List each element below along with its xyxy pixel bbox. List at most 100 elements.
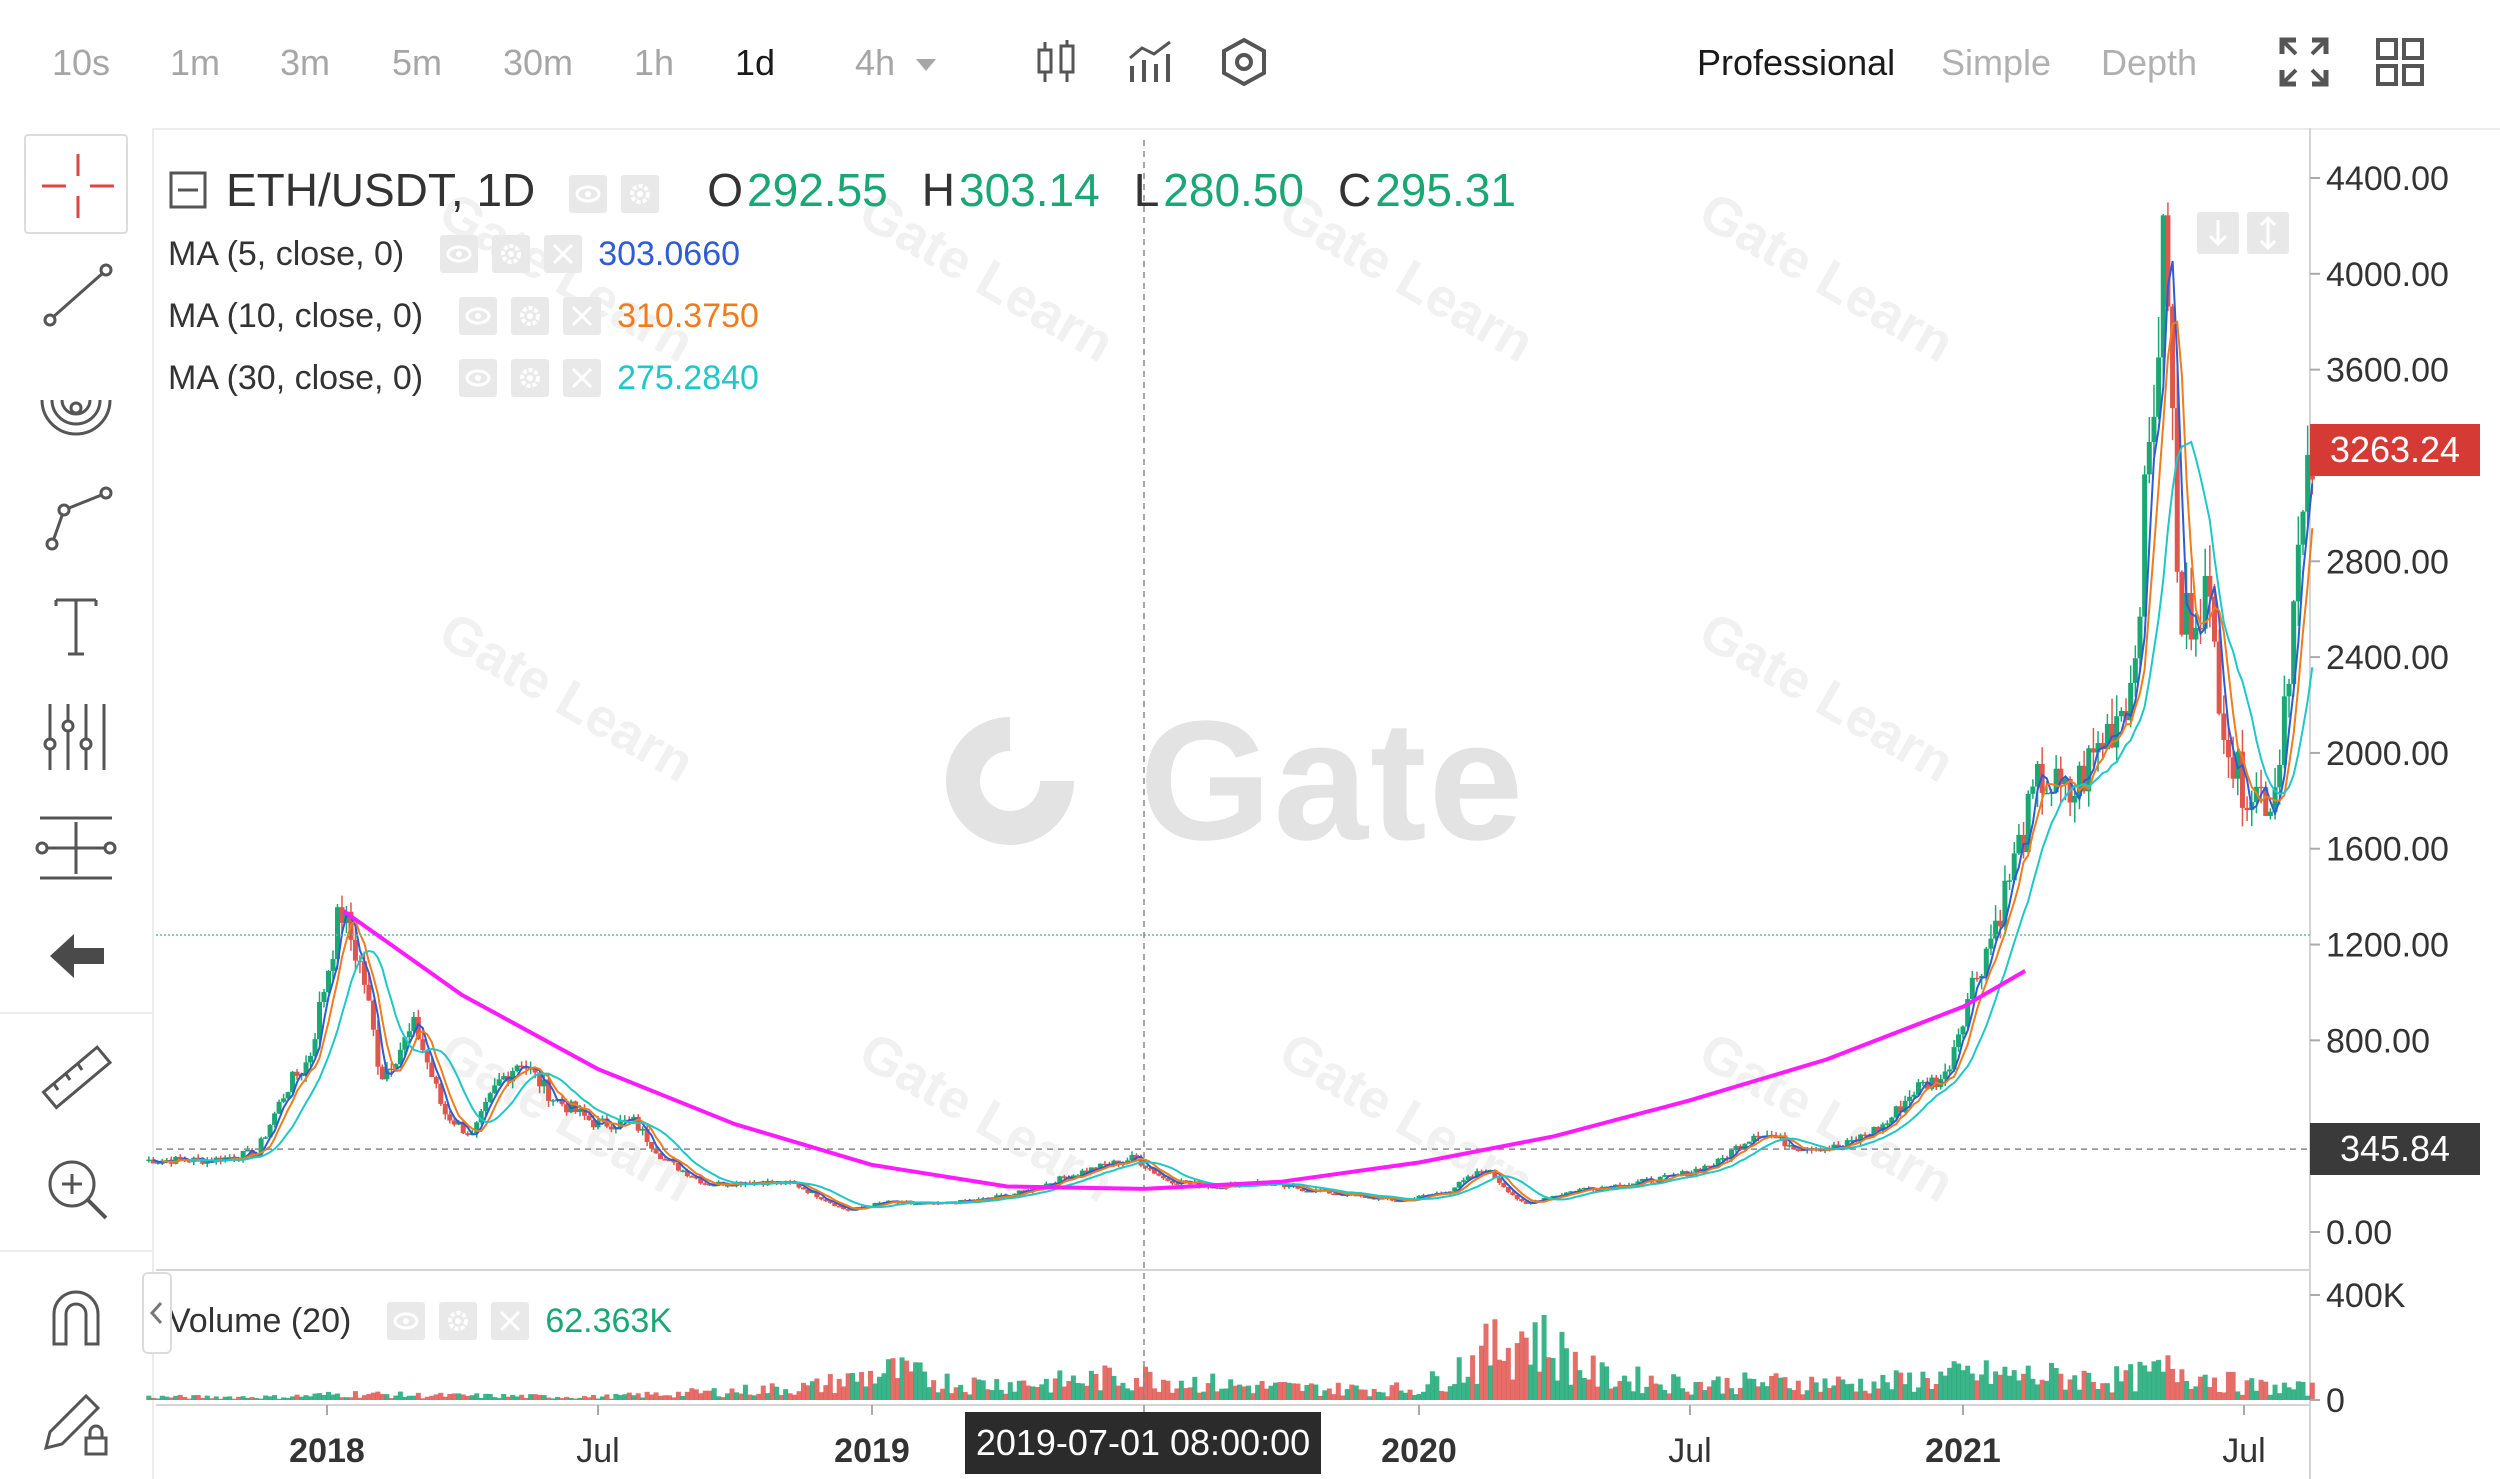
volume-bar — [281, 1397, 287, 1400]
volume-bar — [227, 1396, 233, 1400]
back-tool[interactable] — [24, 906, 128, 1006]
visibility-toggle[interactable] — [459, 297, 498, 335]
volume-bar — [1133, 1377, 1139, 1400]
volume-bar — [303, 1395, 309, 1400]
volume-bar — [465, 1395, 471, 1400]
settings-button[interactable] — [492, 235, 531, 273]
settings-button[interactable] — [439, 1302, 478, 1340]
volume-bar — [406, 1395, 412, 1400]
y-tick-label: 2400.00 — [2326, 639, 2449, 677]
mode-simple[interactable]: Simple — [1941, 42, 2052, 83]
volume-bar — [1403, 1392, 1409, 1400]
magnet-tool[interactable] — [24, 1268, 128, 1368]
volume-bar — [555, 1396, 561, 1400]
visibility-toggle[interactable] — [440, 235, 479, 273]
candle-body — [1997, 920, 2003, 927]
volume-bar — [2156, 1359, 2162, 1400]
trend-line-icon — [43, 263, 113, 327]
volume-bar — [451, 1393, 457, 1400]
settings-button[interactable] — [511, 297, 550, 335]
visibility-toggle[interactable] — [569, 174, 608, 213]
volume-bar — [1969, 1373, 1975, 1400]
crosshair-tool[interactable] — [24, 134, 128, 234]
indicator-icon[interactable] — [1124, 36, 1176, 88]
volume-bar — [1997, 1374, 2003, 1400]
visibility-toggle[interactable] — [387, 1302, 426, 1340]
volume-bar — [150, 1397, 156, 1400]
settings-hexagon-icon[interactable] — [1218, 36, 1270, 88]
volume-bar — [949, 1393, 955, 1400]
volume-bar — [1111, 1375, 1117, 1400]
trend-line-tool[interactable] — [24, 246, 128, 346]
timeframe-30m[interactable]: 30m — [503, 42, 574, 83]
candle-body — [2198, 627, 2204, 630]
volume-collapse-handle[interactable] — [142, 1272, 172, 1354]
volume-bar — [890, 1358, 896, 1400]
volume-bar — [1951, 1361, 1957, 1400]
remove-button[interactable] — [491, 1302, 530, 1340]
candle-body — [1048, 1183, 1054, 1185]
timeframe-10s[interactable]: 10s — [52, 42, 111, 83]
candle-body — [2011, 853, 2017, 881]
timeframe-1h[interactable]: 1h — [634, 42, 675, 83]
timeframe-5m[interactable]: 5m — [392, 42, 443, 83]
timeframe-4h-dropdown[interactable]: 4h — [855, 42, 939, 84]
candle-body — [1871, 1126, 1877, 1136]
text-tool[interactable] — [24, 576, 128, 676]
layout-grid-icon[interactable] — [2374, 36, 2426, 88]
candle-body — [451, 1120, 457, 1125]
volume-bar — [1666, 1393, 1672, 1400]
timeframe-1d[interactable]: 1d — [735, 42, 776, 83]
candle-body — [2002, 880, 2008, 927]
volume-bar — [872, 1383, 878, 1400]
remove-button[interactable] — [563, 297, 602, 335]
collapse-icon[interactable] — [168, 170, 208, 210]
timeframe-3m[interactable]: 3m — [280, 42, 331, 83]
ruler-tool[interactable] — [24, 1028, 128, 1128]
pitchfork-tool[interactable] — [24, 686, 128, 786]
polyline-icon — [45, 486, 113, 551]
volume-bar — [1871, 1381, 1877, 1400]
volume-bar — [841, 1386, 847, 1400]
volume-bar — [541, 1395, 547, 1400]
remove-button[interactable] — [544, 235, 583, 273]
volume-bar — [1737, 1387, 1743, 1400]
mode-depth[interactable]: Depth — [2101, 42, 2198, 83]
volume-bar — [863, 1386, 869, 1400]
zoom-in-tool[interactable] — [24, 1138, 128, 1238]
fit-height-button[interactable] — [2247, 212, 2289, 254]
open-value: 292.55 — [747, 164, 888, 216]
scroll-down-button[interactable] — [2197, 212, 2239, 254]
candle-body — [1461, 1180, 1467, 1182]
candle-body — [1281, 1183, 1287, 1188]
candle-body — [200, 1158, 206, 1164]
candle-body — [2170, 306, 2176, 409]
candle-body — [519, 1065, 525, 1068]
volume-bar — [886, 1359, 892, 1400]
volume-bar — [1124, 1388, 1130, 1400]
candle-body — [877, 1202, 883, 1205]
volume-bar — [707, 1390, 713, 1400]
fullscreen-icon[interactable] — [2278, 36, 2330, 88]
remove-button[interactable] — [563, 359, 602, 397]
volume-bar — [263, 1395, 269, 1400]
candle-body — [2165, 215, 2171, 307]
visibility-toggle[interactable] — [459, 359, 498, 397]
candle-body — [195, 1157, 201, 1160]
polyline-tool[interactable] — [24, 466, 128, 566]
settings-button[interactable] — [511, 359, 550, 397]
y-tick-label: 800.00 — [2326, 1022, 2430, 1060]
volume-bar — [1568, 1384, 1574, 1400]
candle-body — [2300, 511, 2306, 545]
lock-drawings-tool[interactable] — [24, 1374, 128, 1474]
volume-bar — [2090, 1381, 2096, 1400]
timeframe-1m[interactable]: 1m — [170, 42, 221, 83]
mode-professional[interactable]: Professional — [1697, 42, 1896, 83]
candlestick-icon[interactable] — [1030, 36, 1082, 88]
fib-fan-tool[interactable] — [24, 356, 128, 456]
candle-body — [2146, 442, 2152, 475]
settings-button[interactable] — [621, 174, 660, 213]
candle-body — [1849, 1140, 1855, 1142]
measure-tool[interactable] — [24, 796, 128, 896]
